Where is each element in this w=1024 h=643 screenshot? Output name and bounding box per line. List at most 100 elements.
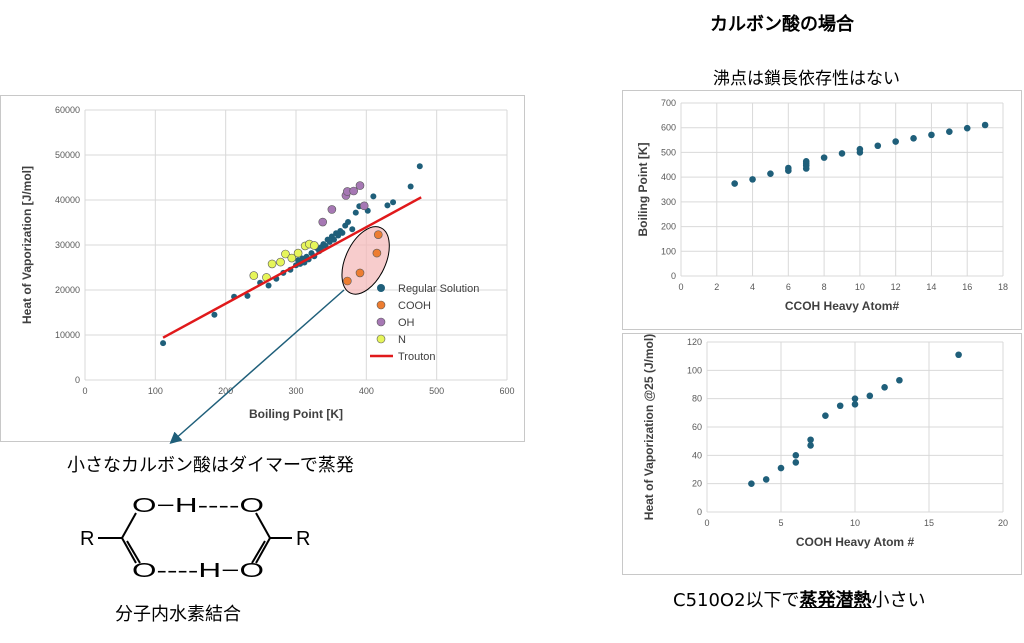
data-point [748,480,755,487]
y-tick-label: 700 [661,98,676,108]
y-tick-label: 40000 [55,195,80,205]
y-tick-label: 0 [697,507,702,517]
data-point-regular-solution [265,282,272,289]
data-point-regular-solution [370,193,377,200]
data-point-regular-solution [339,229,346,236]
data-point-cooh [343,276,352,286]
data-point [963,124,971,132]
y-tick-label: 400 [661,172,676,182]
data-point-n [287,253,297,263]
data-point-regular-solution [349,226,356,233]
y-tick-label: 40 [692,450,702,460]
data-point [802,158,810,165]
x-tick-label: 12 [891,282,901,292]
legend-swatch [376,300,386,310]
bottom-right-caption: C510O2以下で蒸発潜熱小さい [673,586,926,612]
data-point [981,121,989,129]
legend-swatch [376,317,386,327]
caption-emphasis: 蒸発潜熱 [799,590,872,611]
y-tick-label: 300 [661,197,676,207]
data-point-regular-solution [211,311,218,318]
x-tick-label: 14 [926,282,936,292]
r-right-label: R [296,528,310,550]
data-point [762,476,770,483]
y-axis-label: Heat of Vaporization @25 (J/mol) [642,334,656,520]
x-tick-label: 4 [750,282,755,292]
legend-swatch [376,334,386,344]
data-point [874,142,882,150]
x-tick-label: 200 [218,386,233,396]
data-point-cooh [355,268,365,278]
data-point-n [276,257,285,267]
legend-label: COOH [398,300,431,312]
x-axis-label: COOH Heavy Atom # [796,535,915,549]
data-point-regular-solution [160,340,167,347]
data-point [838,150,846,157]
x-tick-label: 6 [786,282,791,292]
bottom-hbond-row: O----H−O [132,560,264,582]
x-tick-label: 5 [778,518,783,528]
data-point [807,436,814,444]
structure-caption: 分子内水素結合 [115,604,241,625]
data-point [946,128,953,135]
y-tick-label: 200 [661,222,676,232]
data-point [731,180,738,187]
cooh-ellipse-annotation [341,226,390,295]
data-point [777,464,785,472]
caption-suffix: 小さい [871,590,926,611]
x-tick-label: 100 [148,386,163,396]
data-point [881,384,888,391]
data-point [955,351,962,359]
data-point [820,154,828,161]
x-tick-label: 15 [924,518,934,528]
data-point-regular-solution [416,163,423,170]
data-point [892,138,899,145]
data-point-n [249,271,259,280]
x-tick-label: 10 [850,518,860,528]
x-tick-label: 20 [998,518,1008,528]
x-tick-label: 18 [998,282,1008,292]
data-point [866,392,874,400]
y-tick-label: 500 [661,147,676,157]
data-point [822,412,829,419]
data-point [856,145,864,153]
data-point-n [293,248,303,258]
data-point-oh [355,181,365,190]
top-hbond-row: O−H----O [132,495,264,517]
data-point [851,395,859,402]
data-point [767,170,774,177]
y-tick-label: 0 [671,271,676,281]
page-title: カルボン酸の場合 [710,14,854,35]
data-point-cooh [372,248,382,258]
caption-prefix: C510O2以下で [673,590,800,611]
data-point-oh [349,186,358,196]
y-tick-label: 10000 [55,330,80,340]
boiling-chart: 0 100 200 300 400 500 600 700 0 2 4 6 8 10 12 14 16 18 CCO… [636,98,1008,313]
data-point-oh [359,201,369,211]
data-point [896,376,903,384]
y-tick-label: 20000 [55,285,80,295]
data-point-regular-solution [384,202,391,209]
legend-label: Regular Solution [398,283,479,295]
x-axis-label: CCOH Heavy Atom# [785,299,900,313]
x-tick-label: 0 [82,386,87,396]
data-point [807,442,814,449]
r-left-label: R [80,528,94,550]
y-tick-label: 0 [75,375,80,385]
x-tick-label: 8 [822,282,827,292]
data-point-regular-solution [352,209,359,216]
y-tick-label: 100 [661,246,676,256]
data-point [785,164,792,172]
x-tick-label: 10 [855,282,865,292]
legend-label: N [398,334,406,346]
boiling-chart-panel: 0 100 200 300 400 500 600 700 0 2 4 6 8 10 12 14 16 18 CCO… [622,90,1022,330]
data-point-n [309,241,319,250]
data-point [836,402,844,410]
y-tick-label: 80 [692,394,702,404]
x-axis-label: Boiling Point [K] [249,407,343,421]
y-axis-label: Heat of Vaporization [J/mol] [20,166,34,324]
top-right-caption: 沸点は鎖長依存性はない [713,69,900,89]
legend-swatch [377,284,385,292]
legend-label: OH [398,317,415,329]
data-point [910,135,917,142]
